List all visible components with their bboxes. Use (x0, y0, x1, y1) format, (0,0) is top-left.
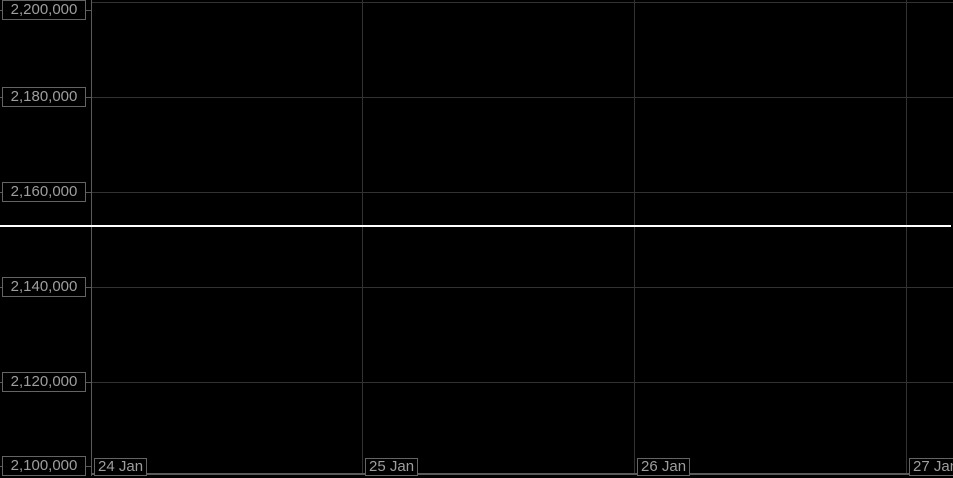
y-axis-tick-inner (86, 287, 91, 288)
x-gridline (634, 0, 635, 473)
current-price-line (0, 225, 951, 227)
y-axis-label: 2,180,000 (2, 87, 86, 107)
x-axis-line (91, 473, 953, 475)
y-axis-tick-outer (0, 382, 3, 383)
x-axis-label: 26 Jan (637, 458, 691, 476)
y-axis-tick-inner (86, 466, 91, 467)
y-gridline (91, 97, 953, 98)
y-axis-label: 2,200,000 (2, 0, 86, 20)
y-gridline (91, 382, 953, 383)
y-axis-tick-outer (0, 10, 3, 11)
y-axis-tick-inner (86, 97, 91, 98)
y-axis-tick-inner (86, 192, 91, 193)
x-gridline (362, 0, 363, 473)
y-axis-label: 2,100,000 (2, 456, 86, 476)
y-gridline (91, 2, 953, 3)
y-axis-tick-outer (0, 192, 3, 193)
y-axis-tick-outer (0, 466, 3, 467)
y-axis-tick-inner (86, 382, 91, 383)
y-gridline (91, 287, 953, 288)
x-axis-label: 25 Jan (365, 458, 419, 476)
y-axis-label: 2,140,000 (2, 277, 86, 297)
y-axis-label: 2,120,000 (2, 372, 86, 392)
y-axis-line (91, 0, 92, 476)
x-gridline (906, 0, 907, 473)
y-axis-label: 2,160,000 (2, 182, 86, 202)
x-axis-label: 27 Jan (909, 458, 953, 476)
y-gridline (91, 192, 953, 193)
y-axis-tick-outer (0, 287, 3, 288)
y-axis-tick-inner (86, 10, 91, 11)
y-axis-tick-outer (0, 97, 3, 98)
x-axis-label: 24 Jan (94, 458, 148, 476)
